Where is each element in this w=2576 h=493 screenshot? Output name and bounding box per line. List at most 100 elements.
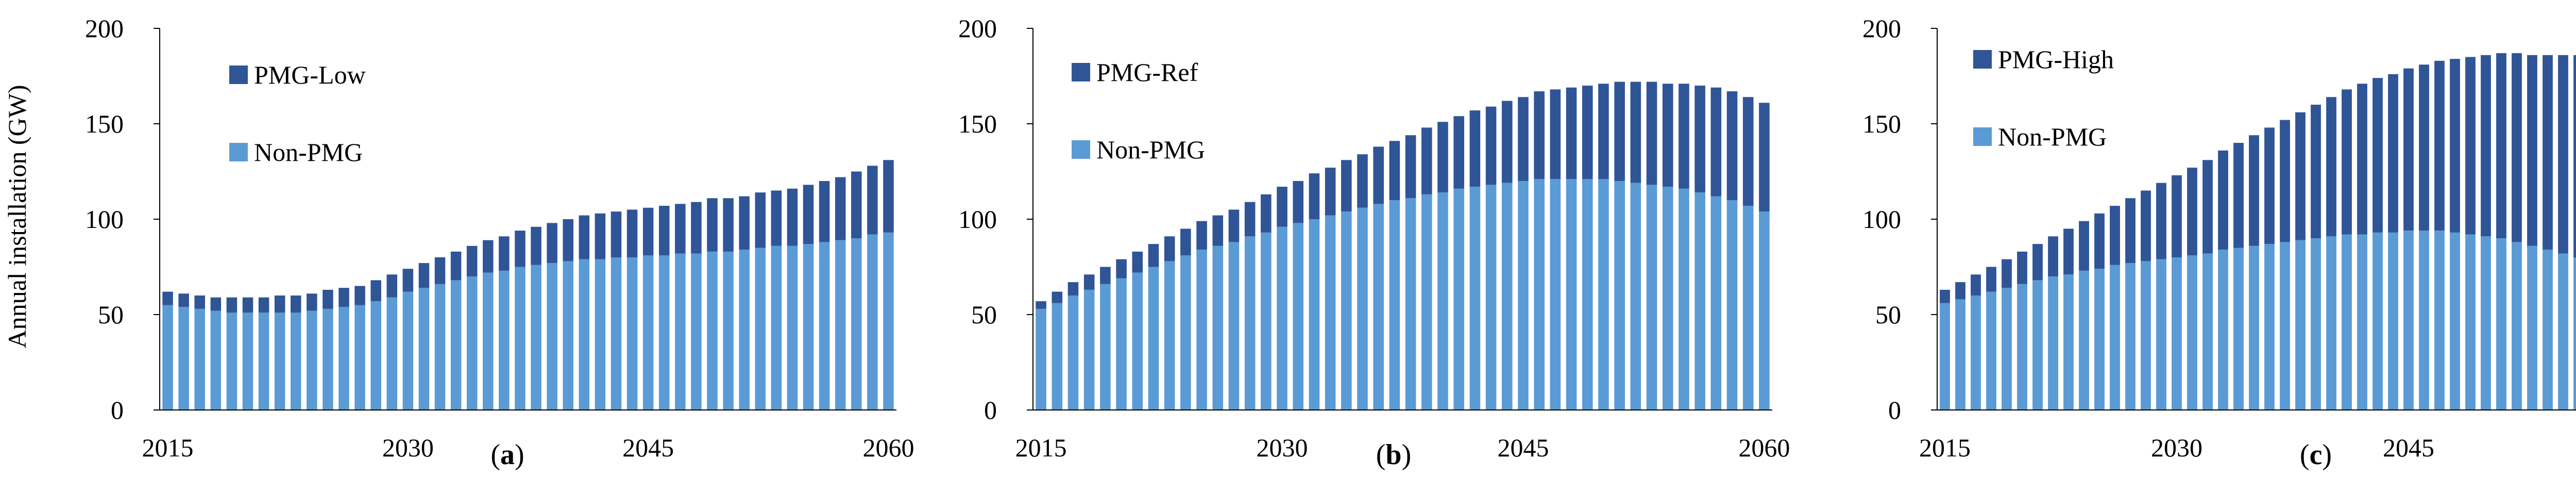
x-tick-label: 2015 — [1015, 433, 1067, 462]
bar-non-pmg-2026 — [1212, 245, 1224, 410]
bar-non-pmg-2022 — [274, 313, 285, 410]
bar-non-pmg-2042 — [2357, 234, 2367, 410]
bar-pmg-low-2052 — [755, 192, 766, 248]
bar-pmg-low-2035 — [483, 240, 494, 273]
bar-non-pmg-2049 — [707, 251, 718, 410]
bar-non-pmg-2037 — [1389, 200, 1400, 410]
bar-pmg-ref-2019 — [1100, 267, 1111, 284]
x-tick-label: 2015 — [1919, 433, 1971, 462]
panel-b: 0 50 100 150 200 2015 2030 2045 2060 PMG-Ref Non-P… — [958, 14, 1790, 471]
bar-non-pmg-2056 — [2573, 257, 2576, 410]
bar-non-pmg-2054 — [1662, 187, 1673, 410]
bar-non-pmg-2058 — [1726, 200, 1738, 410]
x-tick-label: 2030 — [2151, 433, 2202, 462]
bar-non-pmg-2048 — [1566, 179, 1577, 410]
bar-pmg-high-2038 — [2295, 112, 2306, 240]
bar-non-pmg-2016 — [1052, 303, 1063, 410]
x-tick-label: 2015 — [142, 433, 194, 462]
y-tick-label: 0 — [1888, 396, 1901, 424]
bar-pmg-high-2017 — [1971, 274, 1981, 295]
bar-non-pmg-2041 — [1453, 188, 1464, 410]
bar-pmg-low-2058 — [851, 171, 862, 238]
legend-swatch — [1973, 127, 1992, 146]
bar-non-pmg-2041 — [579, 259, 590, 410]
bar-pmg-low-2019 — [226, 297, 238, 313]
bar-non-pmg-2038 — [2295, 240, 2306, 410]
bar-pmg-ref-2037 — [1389, 141, 1400, 200]
bar-pmg-low-2034 — [466, 245, 478, 276]
bar-non-pmg-2042 — [1469, 187, 1481, 410]
bar-non-pmg-2033 — [2218, 250, 2228, 410]
bar-non-pmg-2051 — [2496, 238, 2506, 410]
bar-non-pmg-2023 — [1164, 261, 1175, 410]
bar-non-pmg-2037 — [2280, 242, 2290, 410]
x-tick-label: 2045 — [1497, 433, 1549, 462]
bar-non-pmg-2057 — [1710, 196, 1722, 410]
bar-non-pmg-2041 — [2342, 234, 2352, 410]
bar-non-pmg-2050 — [1598, 179, 1609, 410]
bar-pmg-high-2046 — [2419, 64, 2429, 231]
bar-pmg-high-2055 — [2558, 55, 2568, 254]
bar-pmg-ref-2015 — [1036, 301, 1046, 309]
bar-pmg-low-2054 — [787, 188, 798, 246]
bar-non-pmg-2035 — [483, 272, 494, 410]
bar-non-pmg-2055 — [2558, 253, 2568, 410]
bar-pmg-ref-2018 — [1083, 274, 1095, 290]
bar-pmg-high-2026 — [2110, 206, 2120, 265]
bar-non-pmg-2037 — [515, 267, 526, 410]
bar-pmg-high-2027 — [2125, 198, 2136, 264]
bar-pmg-ref-2032 — [1309, 173, 1320, 219]
bar-pmg-ref-2034 — [1341, 160, 1352, 212]
y-tick-label: 150 — [85, 109, 124, 138]
bar-pmg-low-2053 — [771, 190, 782, 246]
bar-non-pmg-2043 — [1485, 185, 1497, 410]
bar-pmg-ref-2050 — [1598, 84, 1609, 179]
bar-non-pmg-2032 — [434, 284, 446, 410]
bar-pmg-low-2017 — [194, 295, 205, 309]
bar-non-pmg-2047 — [1550, 179, 1561, 410]
bar-non-pmg-2026 — [2110, 265, 2120, 410]
bar-pmg-ref-2048 — [1566, 87, 1577, 179]
bar-pmg-high-2039 — [2311, 105, 2321, 238]
bar-non-pmg-2044 — [626, 257, 638, 410]
bar-non-pmg-2019 — [1100, 284, 1111, 410]
bar-pmg-high-2049 — [2465, 57, 2476, 235]
bar-pmg-high-2022 — [2048, 236, 2058, 276]
bar-non-pmg-2022 — [1148, 267, 1159, 410]
bar-pmg-low-2036 — [499, 236, 510, 271]
bar-pmg-high-2054 — [2543, 55, 2553, 250]
bar-non-pmg-2023 — [2063, 274, 2074, 410]
bar-pmg-ref-2028 — [1244, 202, 1256, 237]
bar-pmg-ref-2030 — [1277, 187, 1287, 227]
bar-non-pmg-2040 — [563, 261, 573, 410]
bar-non-pmg-2049 — [1582, 179, 1593, 410]
bar-non-pmg-2052 — [1630, 183, 1641, 410]
y-tick-label: 0 — [984, 396, 997, 424]
bar-pmg-ref-2020 — [1116, 259, 1127, 278]
bar-pmg-high-2019 — [2002, 259, 2012, 288]
bar-non-pmg-2047 — [2434, 231, 2445, 410]
bar-non-pmg-2017 — [194, 308, 205, 410]
bar-pmg-ref-2041 — [1453, 116, 1464, 189]
y-tick-label: 100 — [85, 205, 124, 234]
bar-non-pmg-2018 — [1083, 289, 1095, 410]
y-tick-label: 100 — [958, 205, 997, 234]
bar-pmg-low-2015 — [162, 291, 173, 305]
bar-non-pmg-2036 — [2264, 244, 2275, 410]
bar-non-pmg-2032 — [2202, 253, 2213, 410]
bar-pmg-high-2042 — [2357, 84, 2367, 235]
bar-non-pmg-2020 — [2017, 284, 2027, 410]
bar-pmg-low-2032 — [434, 257, 446, 284]
bar-non-pmg-2039 — [547, 263, 557, 410]
bar-pmg-low-2043 — [611, 211, 622, 257]
bar-pmg-ref-2055 — [1679, 84, 1689, 189]
bar-non-pmg-2025 — [323, 308, 333, 410]
bar-pmg-low-2041 — [579, 215, 590, 259]
bar-pmg-ref-2043 — [1485, 106, 1497, 185]
bar-non-pmg-2032 — [1309, 219, 1320, 410]
bar-non-pmg-2046 — [658, 255, 670, 410]
bar-non-pmg-2025 — [2094, 269, 2105, 410]
bar-pmg-low-2049 — [707, 198, 718, 252]
bar-non-pmg-2024 — [307, 310, 317, 410]
bar-pmg-ref-2026 — [1212, 215, 1224, 246]
